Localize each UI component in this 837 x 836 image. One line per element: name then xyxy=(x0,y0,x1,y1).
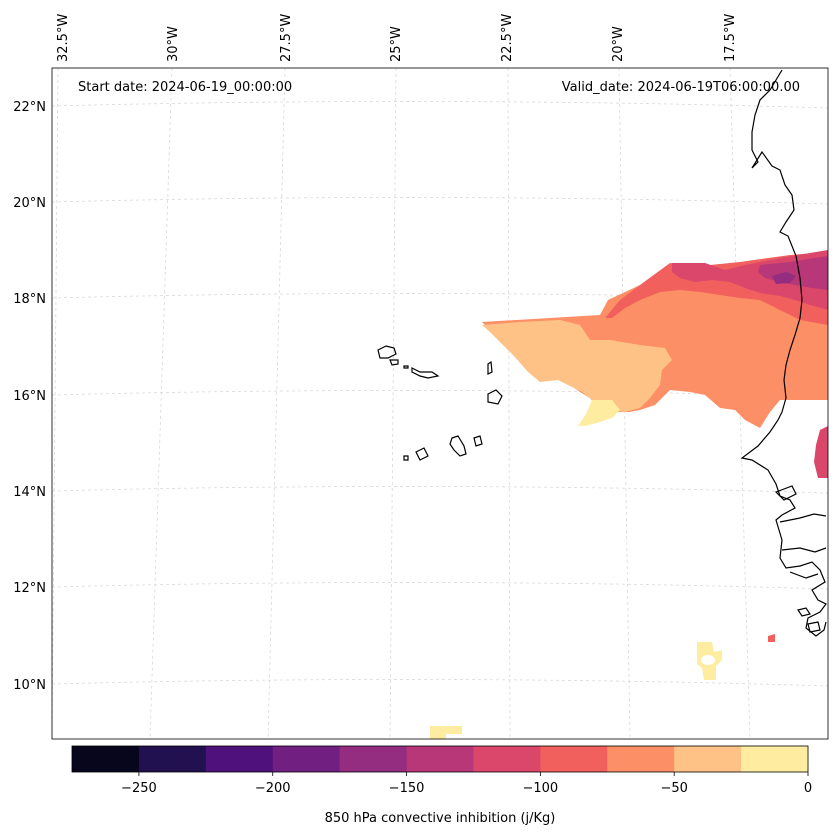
plot-frame xyxy=(51,67,829,740)
island-santa-luzia xyxy=(403,365,409,369)
lon-label-17-5w: 17.5°W xyxy=(723,14,738,62)
colorbar-tick-label: −150 xyxy=(389,781,425,796)
cin-contours xyxy=(430,250,828,739)
island-boa-vista xyxy=(487,389,503,405)
cin-band-minus175-150 xyxy=(772,272,796,284)
cin-band-minus75-50-south xyxy=(768,634,775,642)
coast-island-2 xyxy=(807,621,821,633)
cin-band-minus150-125 xyxy=(758,256,828,290)
colorbar-cell xyxy=(473,746,541,772)
island-santiago xyxy=(449,435,467,457)
island-brava xyxy=(403,455,409,461)
island-sao-nicolau xyxy=(411,367,440,379)
colorbar-frame xyxy=(71,745,809,773)
cin-band-minus25-0 xyxy=(578,400,620,426)
colorbar-tick-label: −100 xyxy=(523,781,559,796)
africa-coastline xyxy=(740,69,827,637)
coast-detail-2 xyxy=(781,547,827,553)
colorbar-cell xyxy=(607,746,675,772)
coast-detail-3 xyxy=(789,571,819,579)
longitude-labels: 32.5°W 30°W 27.5°W 25°W 22.5°W 20°W 17.5… xyxy=(56,14,738,62)
colorbar-cell xyxy=(674,746,742,772)
lat-label-20n: 20°N xyxy=(13,196,46,211)
lat-label-16n: 16°N xyxy=(13,389,46,404)
island-sao-vicente xyxy=(389,359,399,366)
colorbar-cell xyxy=(540,746,608,772)
cin-band-minus75-50 xyxy=(482,262,828,428)
valid-date-label: Valid_date: 2024-06-19T06:00:00.00 xyxy=(562,80,800,95)
gridlines xyxy=(52,68,828,739)
island-maio xyxy=(473,435,483,447)
colorbar-tick-label: −50 xyxy=(660,781,687,796)
coastlines xyxy=(377,69,827,637)
colorbar-cell xyxy=(72,746,140,772)
colorbar-tick-label: −200 xyxy=(255,781,291,796)
cin-band-minus50-25 xyxy=(482,320,672,412)
lat-label-12n: 12°N xyxy=(13,581,46,596)
lat-label-22n: 22°N xyxy=(13,100,46,115)
cin-band-minus100-75-coast xyxy=(814,426,828,478)
lat-label-14n: 14°N xyxy=(13,485,46,500)
lon-label-27-5w: 27.5°W xyxy=(279,14,294,62)
island-sal xyxy=(487,360,493,375)
colorbar-cells xyxy=(72,746,809,772)
island-fogo xyxy=(415,447,429,461)
colorbar-label: 850 hPa convective inhibition (j/Kg) xyxy=(325,811,556,826)
gambia-inlet xyxy=(774,485,797,501)
colorbar-cell xyxy=(272,746,341,772)
colorbar-cell xyxy=(138,746,207,772)
lon-label-30w: 30°W xyxy=(166,26,181,62)
cin-gap-south xyxy=(701,655,715,665)
lon-label-20w: 20°W xyxy=(611,26,626,62)
colorbar-tick-label: −250 xyxy=(121,781,157,796)
coast-island-1 xyxy=(797,607,811,617)
colorbar-ticks: −250 −200 −150 −100 −50 0 xyxy=(121,772,812,796)
lat-label-18n: 18°N xyxy=(13,292,46,307)
colorbar-cell xyxy=(406,746,474,772)
cin-band-minus25-0-bottom xyxy=(430,726,462,739)
start-date-label: Start date: 2024-06-19_00:00:00 xyxy=(78,80,292,95)
colorbar-cell xyxy=(741,746,809,772)
lon-label-22-5w: 22.5°W xyxy=(500,14,515,62)
colorbar: −250 −200 −150 −100 −50 0 850 hPa convective … xyxy=(71,745,812,826)
coast-detail-1 xyxy=(779,513,827,523)
lon-label-25w: 25°W xyxy=(389,26,404,62)
lon-label-32-5w: 32.5°W xyxy=(56,14,71,62)
map-area xyxy=(52,68,828,739)
colorbar-cell xyxy=(205,746,274,772)
lat-label-10n: 10°N xyxy=(13,678,46,693)
island-santo-antao xyxy=(377,345,397,359)
colorbar-tick-label: 0 xyxy=(804,781,812,796)
latitude-labels: 22°N 20°N 18°N 16°N 14°N 12°N 10°N xyxy=(13,100,46,693)
colorbar-cell xyxy=(339,746,408,772)
